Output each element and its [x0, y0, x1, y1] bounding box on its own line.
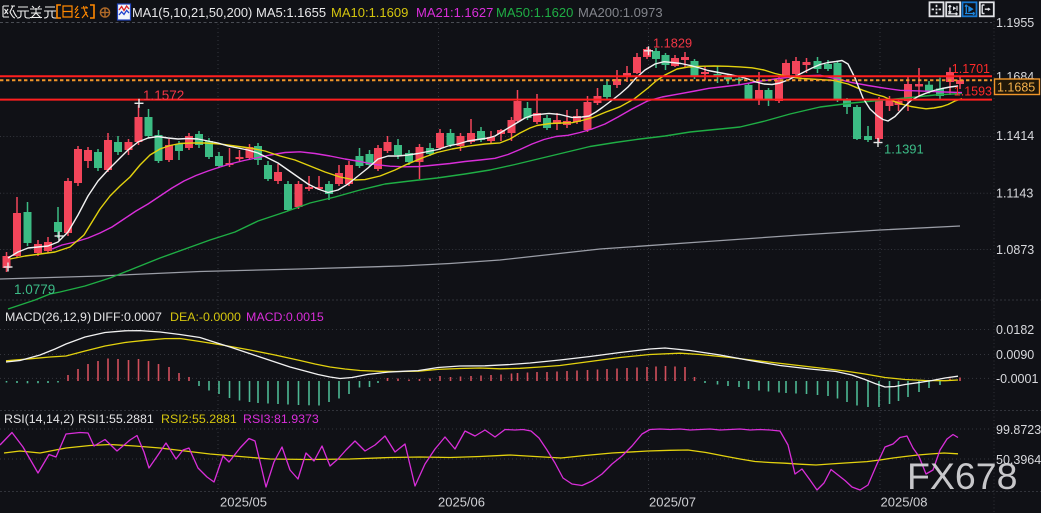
svg-text:DIFF:0.0007: DIFF:0.0007 [93, 310, 162, 324]
svg-text:MA5:1.1655: MA5:1.1655 [256, 5, 326, 20]
svg-text:1.0873: 1.0873 [996, 243, 1034, 257]
svg-text:2025/06: 2025/06 [438, 495, 485, 510]
svg-text:DEA:-0.0000: DEA:-0.0000 [170, 310, 241, 324]
svg-text:MACD(26,12,9): MACD(26,12,9) [5, 310, 91, 324]
svg-text:RSI1:55.2881: RSI1:55.2881 [78, 412, 154, 426]
svg-text:1.0779: 1.0779 [14, 282, 55, 297]
svg-text:99.8723: 99.8723 [996, 423, 1041, 437]
svg-text:0.0182: 0.0182 [996, 323, 1034, 337]
svg-text:MA10:1.1609: MA10:1.1609 [331, 5, 408, 20]
svg-text:2025/08: 2025/08 [881, 495, 928, 510]
svg-text:MA200:1.0973: MA200:1.0973 [578, 5, 663, 20]
svg-text:1.1391: 1.1391 [884, 142, 924, 157]
svg-text:RSI2:55.2881: RSI2:55.2881 [161, 412, 237, 426]
svg-text:1.1414: 1.1414 [996, 129, 1034, 143]
svg-text:0.0090: 0.0090 [996, 348, 1034, 362]
svg-text:1.1143: 1.1143 [996, 187, 1033, 201]
svg-text:FX678: FX678 [907, 455, 1018, 497]
svg-text:RSI3:81.9373: RSI3:81.9373 [243, 412, 319, 426]
svg-text:1.1685: 1.1685 [997, 81, 1035, 95]
svg-text:MA50:1.1620: MA50:1.1620 [496, 5, 573, 20]
svg-text:50.3964: 50.3964 [996, 453, 1041, 467]
svg-text:-0.0001: -0.0001 [996, 372, 1038, 386]
svg-text:MA1(5,10,21,50,200): MA1(5,10,21,50,200) [132, 5, 252, 20]
svg-text:2025/07: 2025/07 [649, 495, 696, 510]
svg-text:2025/05: 2025/05 [220, 495, 267, 510]
svg-text:MA21:1.1627: MA21:1.1627 [416, 5, 493, 20]
svg-text:1.1593: 1.1593 [954, 85, 992, 99]
svg-text:1.1572: 1.1572 [143, 88, 184, 103]
svg-text:RSI(14,14,2): RSI(14,14,2) [4, 412, 74, 426]
svg-text:1.1955: 1.1955 [996, 16, 1034, 30]
svg-text:1.1829: 1.1829 [653, 36, 692, 51]
svg-text:MACD:0.0015: MACD:0.0015 [246, 310, 324, 324]
svg-text:1.1701: 1.1701 [952, 62, 990, 76]
